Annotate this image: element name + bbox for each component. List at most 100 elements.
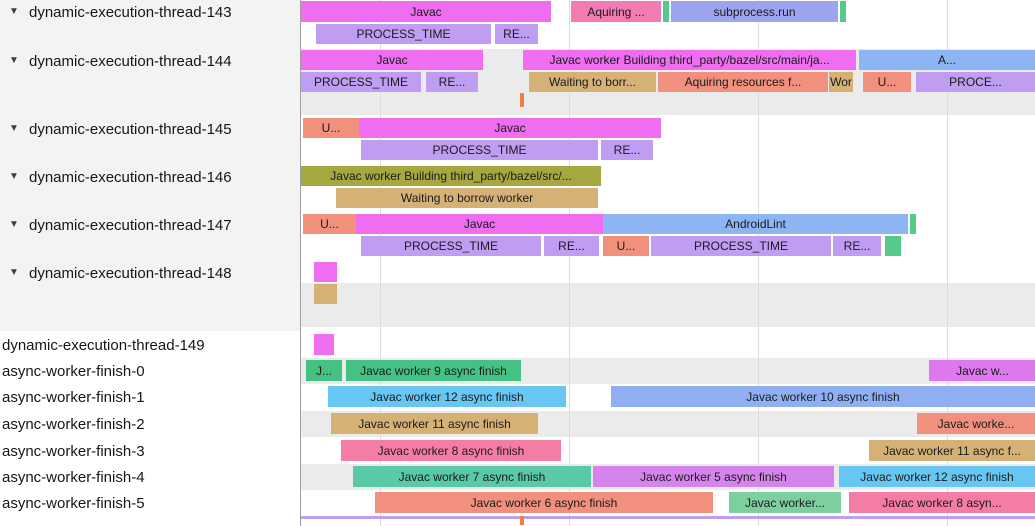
slice[interactable]: A... bbox=[859, 50, 1035, 70]
time-gridline bbox=[947, 0, 948, 526]
marker-tick[interactable] bbox=[520, 516, 524, 525]
track-name-label: async-worker-finish-1 bbox=[2, 388, 145, 406]
slice[interactable]: Waiting to borr... bbox=[529, 72, 656, 92]
slice[interactable]: Aquiring resources f... bbox=[658, 72, 828, 92]
slice[interactable]: PROCESS_TIME bbox=[651, 236, 831, 256]
marker-tick[interactable] bbox=[520, 93, 524, 107]
expander-triangle-icon[interactable]: ▼ bbox=[9, 171, 19, 182]
slice[interactable]: Javac worker 5 async finish bbox=[593, 466, 834, 487]
expander-triangle-icon[interactable]: ▼ bbox=[9, 6, 19, 17]
slice[interactable]: AndroidLint bbox=[603, 214, 908, 234]
slice[interactable]: Javac worker 12 async finish bbox=[839, 466, 1035, 487]
slice[interactable]: Javac worker 7 async finish bbox=[353, 466, 591, 487]
slice[interactable]: RE... bbox=[833, 236, 881, 256]
track-row-thread-146-line2: Waiting to borrow worker bbox=[301, 187, 1035, 209]
slice[interactable]: Javac bbox=[301, 50, 483, 70]
track-row-thread-143-line2: PROCESS_TIME RE... bbox=[301, 23, 1035, 45]
slice[interactable]: Javac worker Building third_party/bazel/… bbox=[301, 166, 601, 186]
slice[interactable]: PROCE... bbox=[916, 72, 1035, 92]
timeline-canvas[interactable]: Javac Aquiring ... subprocess.run PROCESS_T… bbox=[301, 0, 1035, 526]
slice[interactable]: Javac worker 6 async finish bbox=[375, 492, 713, 513]
track-name-row-async-worker-finish-1[interactable]: async-worker-finish-1 bbox=[0, 384, 300, 410]
slice[interactable]: subprocess.run bbox=[671, 1, 838, 22]
track-name-label: dynamic-execution-thread-143 bbox=[29, 3, 232, 21]
track-row-async-worker-finish-1: Javac worker 12 async finish Javac worker… bbox=[301, 384, 1035, 410]
slice[interactable]: PROCESS_TIME bbox=[316, 24, 491, 44]
slice[interactable]: Aquiring ... bbox=[571, 1, 661, 22]
thread-group-background bbox=[0, 0, 300, 331]
slice[interactable]: U... bbox=[303, 118, 359, 138]
slice[interactable]: Javac worker 9 async finish bbox=[346, 360, 521, 381]
time-gridline bbox=[569, 0, 570, 526]
slice[interactable]: Javac bbox=[359, 118, 661, 138]
slice[interactable]: RE... bbox=[426, 72, 478, 92]
slice-partial[interactable] bbox=[301, 516, 1035, 519]
expander-triangle-icon[interactable]: ▼ bbox=[9, 55, 19, 66]
time-gridline bbox=[758, 0, 759, 526]
slice[interactable]: Javac worker 10 async finish bbox=[611, 386, 1035, 407]
slice-small[interactable] bbox=[314, 334, 334, 355]
slice[interactable]: Javac bbox=[301, 1, 551, 22]
track-row-partial-bottom-row bbox=[301, 516, 1035, 526]
track-row-thread-144-line1: Javac Javac worker Building third_party/b… bbox=[301, 49, 1035, 71]
slice[interactable]: Javac worker 8 async finish bbox=[341, 440, 561, 461]
track-row-thread-147-line1: U... Javac AndroidLint bbox=[301, 213, 1035, 235]
track-name-row-async-worker-finish-3[interactable]: async-worker-finish-3 bbox=[0, 438, 300, 464]
slice[interactable]: U... bbox=[303, 214, 356, 234]
track-name-row-dynamic-execution-thread-149[interactable]: dynamic-execution-thread-149 bbox=[0, 333, 300, 357]
track-row-thread-149-line1 bbox=[301, 333, 1035, 357]
track-name-label: dynamic-execution-thread-144 bbox=[29, 52, 232, 70]
track-name-row-dynamic-execution-thread-147[interactable]: ▼ dynamic-execution-thread-147 bbox=[0, 213, 300, 237]
track-name-row-async-worker-finish-4[interactable]: async-worker-finish-4 bbox=[0, 464, 300, 490]
slice[interactable]: PROCESS_TIME bbox=[301, 72, 421, 92]
slice[interactable]: RE... bbox=[601, 140, 653, 160]
track-name-row-async-worker-finish-2[interactable]: async-worker-finish-2 bbox=[0, 411, 300, 437]
track-name-row-dynamic-execution-thread-146[interactable]: ▼ dynamic-execution-thread-146 bbox=[0, 165, 300, 189]
track-row-background bbox=[301, 305, 1035, 327]
track-name-row-dynamic-execution-thread-143[interactable]: ▼ dynamic-execution-thread-143 bbox=[0, 0, 300, 24]
track-row-thread-143-line1: Javac Aquiring ... subprocess.run bbox=[301, 0, 1035, 23]
slice[interactable]: U... bbox=[603, 236, 649, 256]
track-row-thread-148-line1 bbox=[301, 261, 1035, 283]
slice[interactable]: RE... bbox=[495, 24, 538, 44]
track-name-row-dynamic-execution-thread-145[interactable]: ▼ dynamic-execution-thread-145 bbox=[0, 117, 300, 141]
slice[interactable]: Javac worker 12 async finish bbox=[328, 386, 566, 407]
slice[interactable]: Javac worker 11 async f... bbox=[869, 440, 1035, 461]
slice[interactable]: Waiting to borrow worker bbox=[336, 188, 598, 208]
track-row-thread-148-line2 bbox=[301, 283, 1035, 305]
slice-small[interactable] bbox=[885, 236, 901, 256]
slice[interactable]: Javac worker 8 asyn... bbox=[849, 492, 1035, 513]
slice-small[interactable] bbox=[314, 262, 337, 282]
track-name-label: async-worker-finish-5 bbox=[2, 494, 145, 512]
track-name-row-async-worker-finish-5[interactable]: async-worker-finish-5 bbox=[0, 490, 300, 516]
slice-small[interactable] bbox=[840, 1, 846, 22]
track-name-row-dynamic-execution-thread-144[interactable]: ▼ dynamic-execution-thread-144 bbox=[0, 49, 300, 73]
track-name-label: dynamic-execution-thread-149 bbox=[2, 336, 205, 354]
track-name-row-async-worker-finish-0[interactable]: async-worker-finish-0 bbox=[0, 358, 300, 384]
slice[interactable]: Javac bbox=[356, 214, 603, 234]
expander-triangle-icon[interactable]: ▼ bbox=[9, 267, 19, 278]
expander-triangle-icon[interactable]: ▼ bbox=[9, 123, 19, 134]
time-gridline bbox=[380, 0, 381, 526]
track-name-row-dynamic-execution-thread-148[interactable]: ▼ dynamic-execution-thread-148 bbox=[0, 261, 300, 285]
slice[interactable]: Javac w... bbox=[929, 360, 1035, 381]
track-name-label: async-worker-finish-4 bbox=[2, 468, 145, 486]
slice[interactable]: J... bbox=[306, 360, 342, 381]
expander-triangle-icon[interactable]: ▼ bbox=[9, 219, 19, 230]
slice[interactable]: Javac worke... bbox=[917, 413, 1035, 434]
slice[interactable]: Javac worker... bbox=[729, 492, 841, 513]
slice-small[interactable] bbox=[910, 214, 916, 234]
slice[interactable]: U... bbox=[863, 72, 911, 92]
slice-small[interactable] bbox=[663, 1, 669, 22]
slice[interactable]: Javac worker Building third_party/bazel/… bbox=[523, 50, 856, 70]
slice[interactable]: Javac worker 11 async finish bbox=[331, 413, 538, 434]
track-name-panel: ▼ dynamic-execution-thread-143 ▼ dynamic-ex… bbox=[0, 0, 300, 526]
slice-small[interactable] bbox=[314, 284, 337, 304]
slice[interactable]: Wor bbox=[829, 72, 853, 92]
slice[interactable]: RE... bbox=[544, 236, 599, 256]
track-name-label: dynamic-execution-thread-145 bbox=[29, 120, 232, 138]
slice[interactable]: PROCESS_TIME bbox=[361, 236, 541, 256]
panel-divider bbox=[300, 0, 301, 526]
slice[interactable]: PROCESS_TIME bbox=[361, 140, 598, 160]
track-row-async-worker-finish-0: J... Javac worker 9 async finish Javac w..… bbox=[301, 358, 1035, 384]
